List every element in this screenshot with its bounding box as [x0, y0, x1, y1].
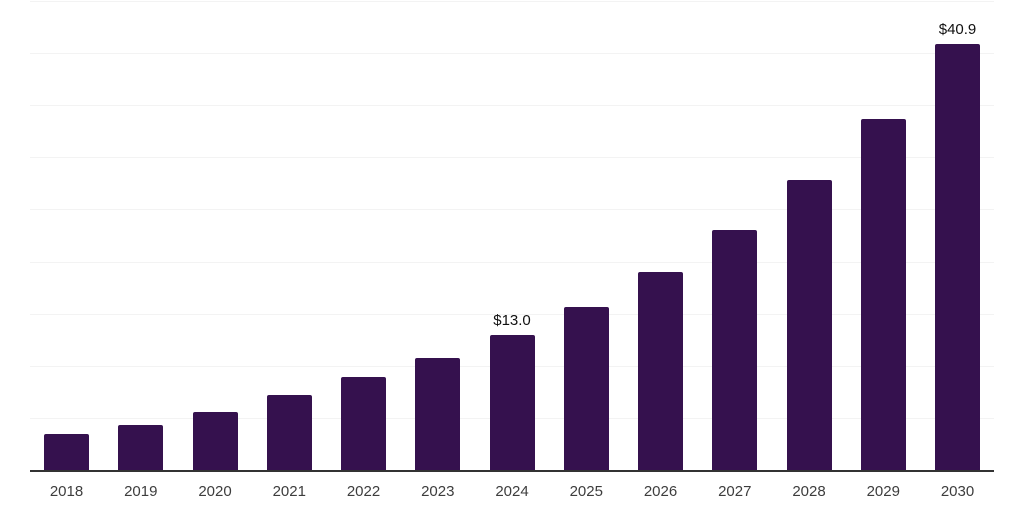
bar-2026 [638, 271, 683, 470]
x-tick-label-2019: 2019 [124, 483, 158, 500]
gridline [30, 105, 994, 107]
bar-2030 [935, 43, 980, 470]
plot-area: $13.0 $40.9 [30, 1, 994, 472]
x-tick-label-2024: 2024 [495, 483, 529, 500]
gridline [30, 53, 994, 55]
x-tick-label-2027: 2027 [718, 483, 752, 500]
x-tick-label-2026: 2026 [643, 483, 678, 500]
gridline [30, 261, 994, 263]
x-tick-label-2022: 2022 [346, 483, 381, 500]
bar-2023 [415, 358, 461, 470]
bar-2028 [786, 180, 832, 470]
gridline [30, 313, 994, 315]
x-tick-label-2020: 2020 [198, 483, 232, 500]
value-label-2024: $13.0 [493, 311, 531, 329]
bar-2029 [860, 118, 906, 470]
x-tick-label-2018: 2018 [49, 483, 84, 500]
bar-2018 [44, 433, 89, 470]
bar-2025 [563, 307, 609, 470]
gridline [30, 1, 994, 2]
x-tick-label-2030: 2030 [940, 483, 975, 500]
bar-2024 [489, 334, 535, 470]
bar-2020 [192, 411, 238, 470]
x-tick-label-2023: 2023 [421, 483, 455, 500]
x-tick-label-2025: 2025 [569, 483, 603, 500]
x-axis-labels: 2018 2019 2020 2021 2022 2023 2024 2025 2026 2027… [30, 483, 994, 507]
bar-2022 [341, 377, 386, 470]
bar-2021 [266, 394, 312, 470]
x-tick-label-2021: 2021 [272, 483, 306, 500]
bar-2027 [712, 230, 758, 470]
value-label-2030: $40.9 [938, 20, 977, 38]
bar-2019 [118, 425, 164, 470]
gridline [30, 209, 994, 211]
x-tick-label-2028: 2028 [792, 483, 826, 500]
x-tick-label-2029: 2029 [866, 483, 900, 500]
gridline [30, 157, 994, 159]
